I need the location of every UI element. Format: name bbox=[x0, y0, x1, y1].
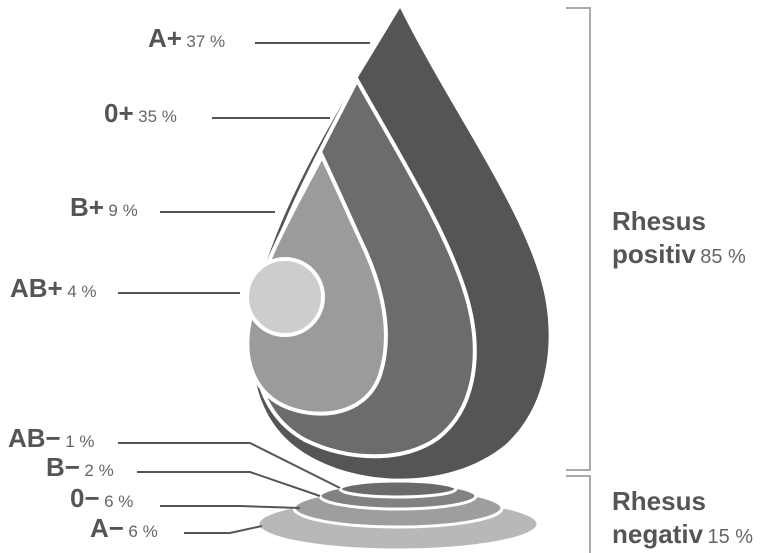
label-a-neg: A− 6 % bbox=[90, 515, 158, 541]
group-rhesus-positive: Rhesus positiv 85 % bbox=[612, 205, 746, 270]
bracket-negative bbox=[566, 475, 591, 553]
label-b-pos-pct: 9 % bbox=[108, 201, 138, 220]
label-ab-pos-pct: 4 % bbox=[67, 282, 97, 301]
leader-line-a-neg bbox=[184, 525, 263, 534]
label-a-pos: A+ 37 % bbox=[148, 25, 225, 51]
label-a-neg-type: A− bbox=[90, 513, 124, 543]
label-b-neg-type: B− bbox=[46, 452, 80, 482]
drop-ab-pos bbox=[245, 257, 325, 337]
label-0-neg-pct: 6 % bbox=[104, 492, 134, 511]
group-positive-line1: Rhesus bbox=[612, 206, 706, 236]
label-b-pos: B+ 9 % bbox=[70, 194, 138, 220]
label-ab-pos-type: AB+ bbox=[10, 273, 63, 303]
bracket-positive bbox=[566, 7, 591, 471]
label-0-pos-pct: 35 % bbox=[138, 107, 177, 126]
leader-line-0-neg bbox=[160, 505, 301, 509]
label-b-neg: B− 2 % bbox=[46, 454, 114, 480]
group-positive-line2: positiv bbox=[612, 238, 696, 269]
label-b-neg-pct: 2 % bbox=[84, 461, 114, 480]
label-a-neg-pct: 6 % bbox=[128, 522, 158, 541]
ring-ab-neg bbox=[338, 479, 458, 499]
leader-line-ab-neg bbox=[118, 442, 341, 489]
label-ab-neg-pct: 1 % bbox=[65, 432, 95, 451]
label-a-pos-pct: 37 % bbox=[186, 32, 226, 51]
group-negative-line1: Rhesus bbox=[612, 486, 706, 516]
label-0-neg-type: 0− bbox=[70, 483, 100, 513]
label-ab-neg-type: AB− bbox=[8, 423, 61, 453]
label-0-neg: 0− 6 % bbox=[70, 485, 133, 511]
group-rhesus-negative: Rhesus negativ 15 % bbox=[612, 485, 753, 550]
group-negative-line2: negativ bbox=[612, 518, 704, 549]
label-ab-pos: AB+ 4 % bbox=[10, 275, 97, 301]
label-0-pos: 0+ 35 % bbox=[104, 100, 177, 126]
group-positive-pct: 85 % bbox=[700, 245, 746, 268]
label-ab-neg: AB− 1 % bbox=[8, 425, 95, 451]
group-negative-pct: 15 % bbox=[707, 525, 754, 548]
label-a-pos-type: A+ bbox=[148, 23, 182, 53]
label-0-pos-type: 0+ bbox=[104, 98, 134, 128]
leader-line-b-neg bbox=[137, 471, 321, 497]
label-b-pos-type: B+ bbox=[70, 192, 104, 222]
